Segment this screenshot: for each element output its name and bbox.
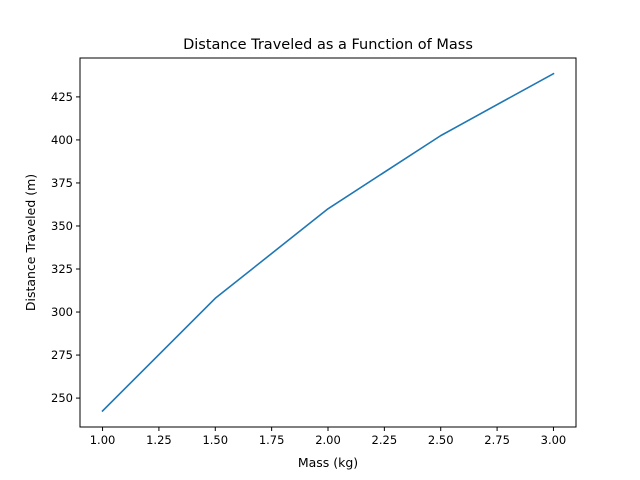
x-tick-label: 2.50: [428, 433, 454, 447]
y-tick-label: 350: [51, 219, 73, 233]
x-tick-label: 1.25: [146, 433, 172, 447]
y-tick-label: 400: [51, 133, 73, 147]
x-tick-label: 3.00: [541, 433, 567, 447]
y-axis: 250 275 300 325 350 375 400 425: [51, 90, 80, 405]
y-tick-label: 275: [51, 348, 73, 362]
x-tick-label: 1.00: [90, 433, 116, 447]
y-tick-label: 375: [51, 176, 73, 190]
x-axis-label: Mass (kg): [298, 455, 358, 470]
x-tick-label: 1.75: [259, 433, 285, 447]
x-tick-label: 1.50: [202, 433, 228, 447]
y-tick-label: 300: [51, 305, 73, 319]
x-tick-label: 2.75: [484, 433, 510, 447]
y-tick-label: 425: [51, 90, 73, 104]
y-tick-label: 325: [51, 262, 73, 276]
plot-area: [101, 72, 555, 413]
x-axis: 1.00 1.25 1.50 1.75 2.00 2.25 2.50 2.75 3.00: [90, 427, 567, 447]
y-tick-label: 250: [51, 391, 73, 405]
x-tick-label: 2.00: [315, 433, 341, 447]
chart-title: Distance Traveled as a Function of Mass: [183, 37, 473, 53]
x-tick-label: 2.25: [372, 433, 398, 447]
y-axis-label: Distance Traveled (m): [23, 174, 38, 311]
